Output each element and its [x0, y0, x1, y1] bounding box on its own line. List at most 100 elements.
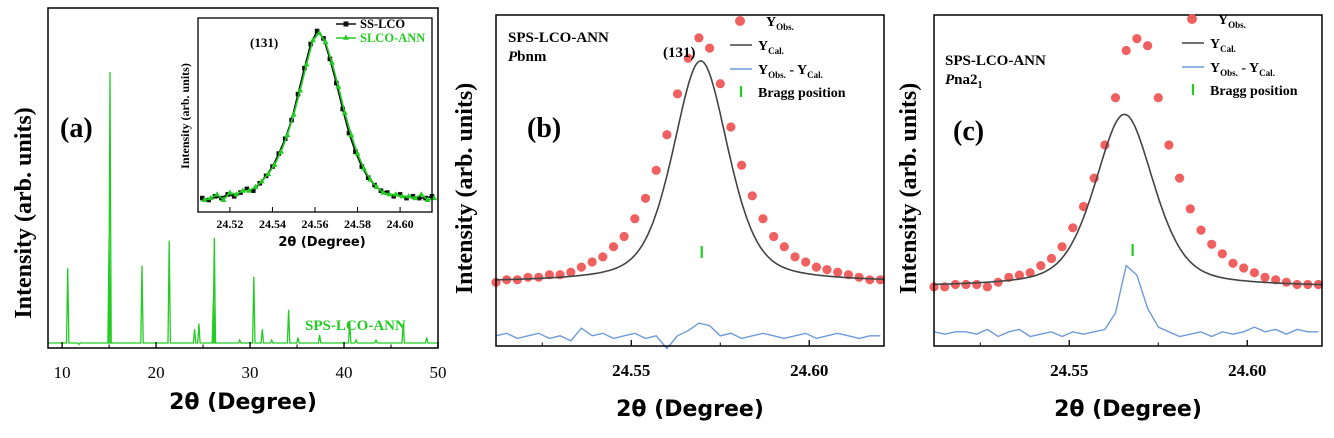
observed-point — [1196, 226, 1205, 235]
space-group-label: Pna21 — [945, 72, 983, 91]
legend-marker-square — [344, 22, 349, 27]
observed-point — [662, 130, 671, 139]
sample-title: SPS-LCO-ANN — [945, 53, 1046, 69]
observed-point — [758, 214, 767, 223]
plot-frame — [496, 15, 884, 346]
inset-point-SLCO-ANN — [284, 132, 290, 137]
observed-point — [769, 232, 778, 241]
observed-point — [1260, 273, 1269, 282]
xrd-pattern-line — [48, 72, 438, 344]
legend-label-SLCO-ANN: SLCO-ANN — [360, 31, 425, 45]
observed-point — [972, 280, 981, 289]
observed-point — [855, 273, 864, 282]
x-axis-label: 2θ (Degree) — [169, 390, 317, 415]
observed-point — [1111, 93, 1120, 102]
observed-point — [705, 44, 714, 53]
inset-x-tick-label: 24.56 — [302, 217, 329, 231]
legend: YObs. YCal. YObs. - YCal. Bragg position — [730, 15, 846, 101]
series-label: SPS-LCO-ANN — [305, 318, 406, 334]
observed-point — [1047, 254, 1056, 263]
observed-point — [1228, 259, 1237, 268]
observed-point — [1218, 249, 1227, 258]
inset-point-SLCO-ANN — [272, 162, 278, 167]
inset-x-tick-label: 24.58 — [344, 217, 371, 231]
observed-point — [726, 122, 735, 131]
x-tick-label: 24.55 — [612, 361, 650, 380]
space-group-label: Pbnm — [508, 49, 547, 65]
observed-point — [673, 89, 682, 98]
y-axis-label: Intensity (arb. units) — [452, 83, 478, 294]
inset-annotation: (131) — [250, 35, 278, 50]
inset-point-SLCO-ANN — [227, 189, 233, 194]
x-tick-label: 20 — [148, 363, 165, 382]
observed-point — [1175, 174, 1184, 183]
peak-annotation: (131) — [663, 45, 696, 61]
x-tick-label: 24.60 — [1228, 361, 1266, 380]
legend-bragg-label: Bragg position — [758, 86, 846, 101]
observed-point — [716, 79, 725, 88]
inset-x-tick-label: 24.52 — [216, 217, 243, 231]
observed-point — [1143, 41, 1152, 50]
plot-frame — [48, 8, 438, 348]
x-axis-label: 2θ (Degree) — [616, 397, 764, 422]
legend-obs-marker — [1187, 14, 1197, 24]
panel-label-a: (a) — [60, 113, 93, 144]
inset-point-SLCO-ANN — [297, 87, 303, 92]
observed-point — [620, 232, 629, 241]
observed-point — [1036, 261, 1045, 270]
observed-point — [694, 33, 703, 42]
observed-point — [641, 194, 650, 203]
difference-line — [496, 323, 880, 348]
inset-line-SLCO-ANN — [204, 33, 434, 200]
inset-x-axis-label: 2θ (Degree) — [278, 235, 365, 250]
legend-diff-label: YObs. - YCal. — [1210, 61, 1275, 78]
observed-point — [1186, 204, 1195, 213]
legend: YObs.YCal.YObs. - YCal.Bragg position — [1182, 13, 1298, 99]
inset-point-SLCO-ANN — [418, 191, 424, 196]
observed-point — [1239, 263, 1248, 272]
observed-point — [630, 214, 639, 223]
legend-label-SS-LCO: SS-LCO — [360, 17, 405, 31]
legend-marker-triangle — [343, 35, 349, 40]
observed-point — [822, 265, 831, 274]
panel-label-c: (c) — [953, 116, 984, 147]
observed-point — [983, 282, 992, 291]
inset-y-axis-label: Intensity (arb. units) — [178, 63, 192, 169]
x-tick-label: 50 — [430, 363, 447, 382]
observed-point — [1058, 242, 1067, 251]
observed-point — [833, 268, 842, 277]
panel-b: 24.55 24.60 2θ (Degree) Intensity (arb. uni… — [452, 15, 885, 422]
observed-point — [577, 263, 586, 272]
observed-point — [652, 166, 661, 175]
observed-point — [588, 257, 597, 266]
legend-diff-label: YObs. - YCal. — [758, 63, 823, 80]
inset-x-tick-label: 24.60 — [387, 217, 414, 231]
x-tick-label: 24.60 — [790, 361, 828, 380]
observed-point — [780, 242, 789, 251]
observed-point — [1207, 240, 1216, 249]
sample-title: SPS-LCO-ANN — [508, 30, 609, 46]
legend-obs-marker — [735, 16, 745, 26]
observed-point — [534, 273, 543, 282]
legend-cal-label: YCal. — [1210, 37, 1236, 54]
x-tick-label: 10 — [54, 363, 71, 382]
legend-obs-label: YObs. — [766, 15, 794, 32]
x-tick-label: 24.55 — [1050, 361, 1088, 380]
observed-point — [748, 191, 757, 200]
x-tick-label: 30 — [242, 363, 259, 382]
observed-point — [1164, 140, 1173, 149]
y-axis-label: Intensity (arb. units) — [11, 107, 37, 318]
observed-point — [1132, 34, 1141, 43]
legend-cal-label: YCal. — [758, 39, 784, 56]
observed-point — [1250, 268, 1259, 277]
inset-point-SLCO-ANN — [304, 61, 310, 66]
observed-point — [609, 242, 618, 251]
observed-point — [1122, 46, 1131, 55]
observed-point — [523, 273, 532, 282]
legend-bragg-label: Bragg position — [1210, 84, 1298, 99]
